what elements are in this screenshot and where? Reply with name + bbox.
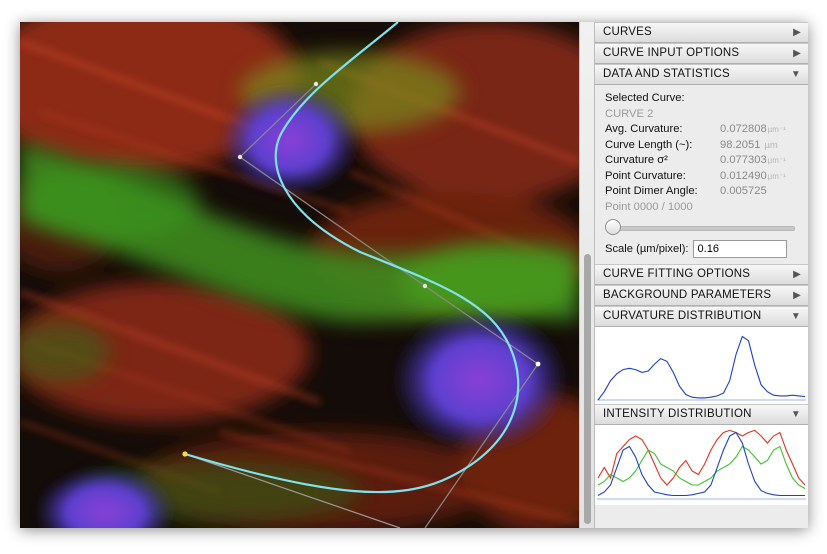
series-line-0 [597, 335, 806, 401]
section-data-and-statistics[interactable]: DATA AND STATISTICS ▼ [595, 64, 808, 85]
slider-knob[interactable] [605, 219, 621, 235]
section-label: CURVES [603, 26, 652, 38]
statistics-body: Selected Curve: CURVE 2 Avg. Curvature: … [595, 85, 808, 264]
section-curve-fitting-options[interactable]: CURVE FITTING OPTIONS ▶ [595, 264, 808, 285]
control-point[interactable] [237, 154, 243, 160]
curve-length-row: Curve Length (~): 98.2051 µm [605, 138, 801, 154]
control-point[interactable] [535, 361, 541, 367]
selected-curve-value: CURVE 2 [605, 107, 801, 123]
nucleus-3 [35, 466, 175, 528]
stat-label: Curvature σ² [605, 154, 668, 166]
scrollbar-thumb[interactable] [584, 254, 591, 524]
control-polygon-tail [184, 453, 401, 528]
point-counter: Point 0000 / 1000 [605, 200, 801, 216]
section-background-parameters[interactable]: BACKGROUND PARAMETERS ▶ [595, 285, 808, 306]
scale-input[interactable] [692, 240, 787, 258]
series-line-blue [597, 431, 805, 497]
section-label: CURVE FITTING OPTIONS [603, 268, 751, 280]
point-slider[interactable] [605, 218, 801, 236]
stat-value: 98.2051 [720, 138, 761, 151]
stat-value: 0.005725 [720, 185, 767, 197]
section-intensity-distribution[interactable]: INTENSITY DISTRIBUTION ▼ [595, 404, 808, 425]
control-points[interactable] [182, 81, 541, 457]
curvature-distribution-chart [595, 327, 808, 404]
curvature-plot [597, 335, 806, 401]
green-fiber-layer [20, 52, 579, 522]
stat-unit: µm⁻¹ [767, 171, 786, 181]
intensity-plot [597, 429, 806, 500]
nucleus-2 [392, 308, 568, 452]
control-panel: CURVES ▶ CURVE INPUT OPTIONS ▶ DATA AND … [594, 22, 808, 528]
stat-unit: µm⁻¹ [767, 125, 786, 134]
triangle-down-icon: ▼ [790, 311, 801, 322]
point-counter-text: Point 0000 / 1000 [605, 200, 693, 213]
stat-value: 0.077303 [720, 154, 767, 166]
selected-point[interactable] [182, 451, 188, 457]
selected-curve-label: Selected Curve: [605, 91, 801, 107]
triangle-down-icon: ▼ [790, 69, 801, 80]
section-label: INTENSITY DISTRIBUTION [603, 408, 752, 420]
section-label: CURVE INPUT OPTIONS [603, 47, 740, 59]
image-viewer[interactable] [20, 22, 579, 528]
section-curve-input-options[interactable]: CURVE INPUT OPTIONS ▶ [595, 43, 808, 64]
stat-label: Selected Curve: [605, 92, 685, 104]
stat-unit: µm [764, 139, 778, 151]
control-point[interactable] [422, 283, 428, 289]
section-label: DATA AND STATISTICS [603, 68, 730, 80]
stat-value: 0.012490 [720, 169, 767, 182]
stat-label: Avg. Curvature: [605, 123, 683, 135]
section-curves[interactable]: CURVES ▶ [595, 22, 808, 43]
point-dimer-angle-row: Point Dimer Angle: 0.005725 [605, 184, 801, 200]
triangle-down-icon: ▼ [790, 409, 801, 420]
micrograph-canvas[interactable] [20, 22, 579, 528]
curvature-sigma-row: Curvature σ² 0.077303 µm⁻¹ [605, 153, 801, 169]
app-window: CURVES ▶ CURVE INPUT OPTIONS ▶ DATA AND … [20, 22, 808, 528]
section-label: CURVATURE DISTRIBUTION [603, 310, 762, 322]
scale-label: Scale (µm/pixel): [605, 243, 689, 255]
triangle-right-icon: ▶ [793, 269, 801, 280]
control-point[interactable] [313, 81, 319, 87]
stat-label: Curve Length (~): [605, 138, 693, 151]
stat-label: Point Dimer Angle: [605, 185, 698, 197]
stat-label: Point Curvature: [605, 169, 686, 182]
section-label: BACKGROUND PARAMETERS [603, 289, 772, 301]
avg-curvature-row: Avg. Curvature: 0.072808 µm⁻¹ [605, 122, 801, 138]
series-line-red [597, 429, 806, 486]
viewer-scrollbar[interactable] [579, 22, 595, 528]
stat-unit: µm⁻¹ [767, 156, 786, 165]
intensity-distribution-chart [595, 425, 808, 505]
nucleus-1 [220, 84, 360, 196]
fitted-curve[interactable] [184, 22, 520, 494]
stat-value: 0.072808 [720, 123, 767, 135]
triangle-right-icon: ▶ [793, 27, 801, 38]
slider-track[interactable] [609, 226, 795, 231]
triangle-right-icon: ▶ [793, 290, 801, 301]
triangle-right-icon: ▶ [793, 48, 801, 59]
point-curvature-row: Point Curvature: 0.012490 µm⁻¹ [605, 169, 801, 185]
scale-row: Scale (µm/pixel): [605, 238, 801, 260]
stat-value: CURVE 2 [605, 107, 654, 120]
section-curvature-distribution[interactable]: CURVATURE DISTRIBUTION ▼ [595, 306, 808, 327]
series-line-green [597, 445, 806, 489]
